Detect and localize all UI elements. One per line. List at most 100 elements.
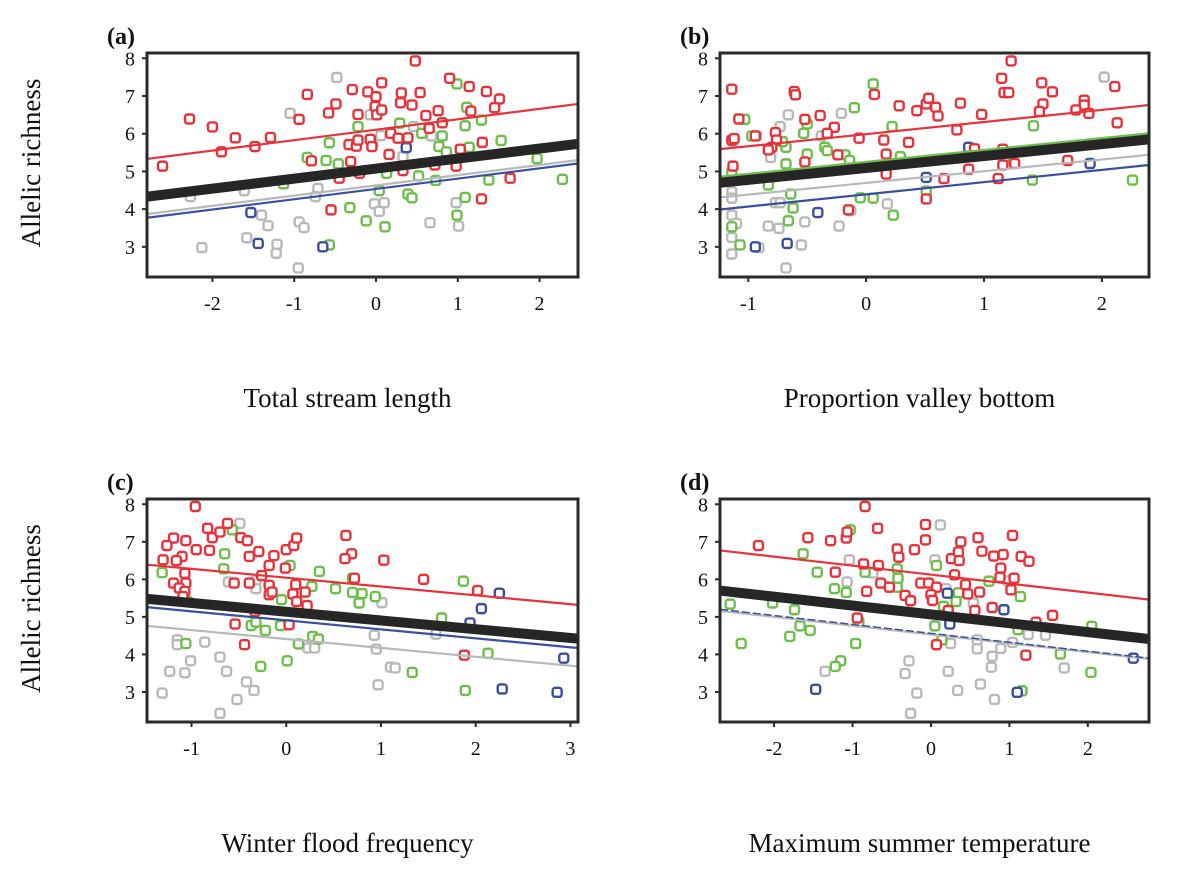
panel-a: 3 4 5 6 7 8 -2 -1 0 1 2 (a) Total stream length Allel… bbox=[16, 24, 580, 413]
point-red bbox=[228, 577, 240, 589]
point-gray bbox=[835, 107, 848, 120]
trend-line-gray bbox=[720, 153, 1149, 199]
y-tick-label: 6 bbox=[125, 569, 135, 591]
point-green bbox=[329, 583, 342, 595]
point-blue bbox=[998, 604, 1010, 616]
point-red bbox=[986, 601, 998, 614]
point-gray bbox=[726, 248, 738, 260]
point-red bbox=[157, 554, 169, 566]
point-red bbox=[161, 539, 173, 552]
point-red bbox=[1003, 86, 1015, 99]
point-red bbox=[922, 92, 935, 104]
y-tick-label: 8 bbox=[698, 494, 708, 516]
point-green bbox=[1014, 590, 1027, 603]
point-red bbox=[465, 105, 477, 117]
point-red bbox=[301, 88, 313, 101]
point-gray bbox=[934, 519, 947, 531]
point-red bbox=[904, 595, 917, 607]
point-gray bbox=[1098, 71, 1110, 83]
point-red bbox=[969, 604, 981, 617]
point-red bbox=[868, 88, 881, 101]
x-tick-label: -1 bbox=[844, 738, 861, 760]
x-tick-label: 2 bbox=[1083, 738, 1093, 760]
point-red bbox=[266, 586, 278, 598]
point-red bbox=[951, 124, 963, 136]
point-red bbox=[402, 132, 414, 144]
point-red bbox=[376, 104, 388, 116]
point-green bbox=[344, 201, 356, 214]
point-red bbox=[504, 172, 516, 184]
point-red bbox=[290, 578, 302, 591]
point-red bbox=[214, 526, 226, 538]
point-red bbox=[279, 562, 291, 574]
point-red bbox=[488, 101, 501, 114]
point-red bbox=[392, 132, 404, 144]
point-green bbox=[346, 586, 359, 599]
point-red bbox=[926, 594, 939, 607]
plot-area bbox=[720, 500, 1149, 720]
point-red bbox=[268, 549, 280, 562]
x-tick-label: -1 bbox=[740, 293, 757, 315]
plot-frame bbox=[718, 51, 1151, 279]
point-red bbox=[908, 543, 921, 556]
y-tick-label: 4 bbox=[125, 199, 135, 221]
panel-d: 3 4 5 6 7 8 -2 -1 0 1 2 (d) Maximum summer temperatu… bbox=[680, 470, 1151, 858]
point-red bbox=[206, 121, 219, 133]
point-red bbox=[902, 136, 915, 149]
point-green bbox=[735, 637, 747, 650]
point-gray bbox=[911, 687, 923, 699]
point-gray bbox=[1058, 662, 1070, 674]
point-green bbox=[734, 239, 746, 251]
point-red bbox=[733, 113, 745, 125]
point-green bbox=[840, 586, 852, 599]
point-gray bbox=[904, 707, 917, 720]
point-red bbox=[340, 529, 352, 542]
point-gray bbox=[234, 517, 246, 530]
point-red bbox=[179, 567, 191, 580]
point-green bbox=[352, 120, 364, 133]
point-gray bbox=[795, 239, 808, 251]
point-red bbox=[752, 539, 765, 552]
point-red bbox=[325, 204, 337, 216]
y-tick-label: 3 bbox=[698, 682, 708, 704]
point-green bbox=[457, 575, 470, 587]
point-gray bbox=[782, 109, 795, 121]
point-gray bbox=[971, 643, 983, 655]
point-green bbox=[406, 666, 418, 679]
point-gray bbox=[241, 232, 253, 244]
y-tick-label: 8 bbox=[125, 494, 135, 516]
point-red bbox=[799, 156, 811, 168]
point-red bbox=[305, 155, 318, 167]
point-red bbox=[423, 122, 435, 135]
point-red bbox=[480, 85, 493, 98]
panel-label: (b) bbox=[680, 24, 709, 50]
point-red bbox=[829, 566, 841, 578]
point-green bbox=[379, 221, 391, 233]
point-red bbox=[253, 545, 265, 558]
point-green bbox=[797, 548, 809, 560]
point-green bbox=[811, 566, 823, 578]
point-red bbox=[1046, 86, 1059, 98]
point-red bbox=[1109, 80, 1121, 93]
point-green bbox=[323, 137, 336, 149]
point-red bbox=[1006, 529, 1019, 542]
point-gray bbox=[833, 220, 845, 232]
point-red bbox=[293, 113, 305, 126]
point-red bbox=[420, 109, 432, 122]
x-tick-label: 0 bbox=[371, 293, 381, 315]
x-tick-label: 1 bbox=[453, 293, 463, 315]
point-green bbox=[794, 620, 806, 632]
point-green bbox=[459, 191, 471, 204]
trend-line-red bbox=[147, 563, 578, 606]
point-blue bbox=[749, 241, 762, 253]
point-red bbox=[183, 113, 196, 125]
point-red bbox=[860, 585, 873, 598]
point-green bbox=[886, 120, 898, 133]
point-blue bbox=[317, 241, 329, 253]
point-red bbox=[229, 618, 241, 630]
point-blue bbox=[475, 602, 488, 615]
point-gray bbox=[799, 216, 811, 228]
point-gray bbox=[899, 667, 911, 680]
point-red bbox=[1033, 105, 1046, 118]
point-green bbox=[828, 583, 841, 595]
